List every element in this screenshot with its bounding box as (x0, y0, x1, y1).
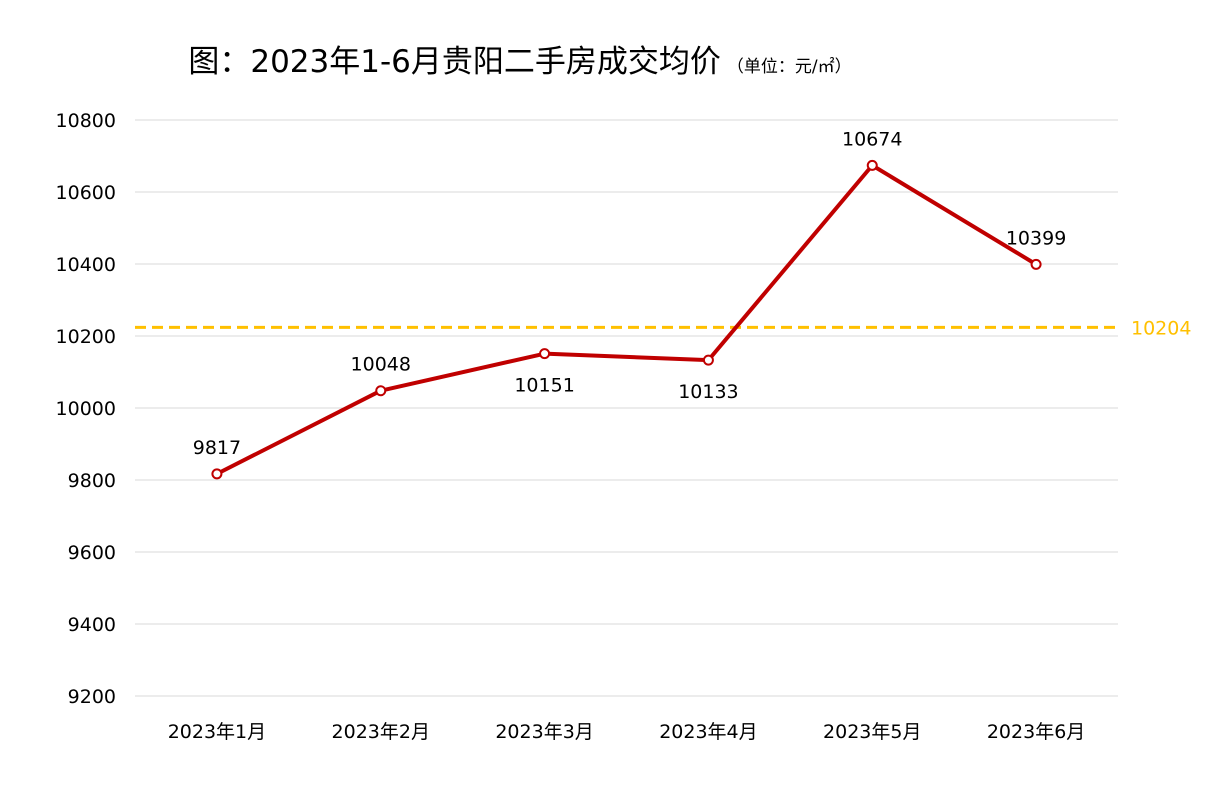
series-layer (211, 159, 1042, 480)
y-tick-label: 9400 (68, 614, 116, 636)
data-point (1030, 258, 1042, 270)
x-tick-label: 2023年1月 (168, 721, 266, 743)
data-label: 10151 (514, 375, 574, 397)
x-tick-label: 2023年4月 (659, 721, 757, 743)
data-point (211, 468, 223, 480)
average-reference-label: 10204 (1131, 317, 1191, 339)
data-label: 10133 (678, 381, 738, 403)
chart-title: 图：2023年1-6月贵阳二手房成交均价 （单位：元/㎡） (188, 44, 851, 80)
data-labels: 9817 10048 10151 10133 10674 10399 (193, 128, 1067, 459)
y-tick-label: 9200 (68, 686, 116, 708)
chart-title-main: 图：2023年1-6月贵阳二手房成交均价 (188, 44, 721, 80)
data-point (539, 348, 551, 360)
y-tick-label: 10400 (56, 254, 116, 276)
chart-unit-subtitle: （单位：元/㎡） (727, 57, 852, 77)
data-point (375, 385, 387, 397)
x-tick-label: 2023年3月 (495, 721, 593, 743)
gridlines (135, 119, 1118, 697)
data-point (702, 354, 714, 366)
data-label: 9817 (193, 437, 241, 459)
average-reference: 10204 (135, 317, 1191, 339)
y-tick-label: 10800 (56, 110, 116, 132)
data-label: 10048 (351, 354, 411, 376)
data-point (866, 159, 878, 171)
y-tick-label: 10000 (56, 398, 116, 420)
y-tick-label: 10600 (56, 182, 116, 204)
x-tick-label: 2023年6月 (987, 721, 1085, 743)
y-tick-label: 10200 (56, 326, 116, 348)
x-tick-label: 2023年5月 (823, 721, 921, 743)
y-tick-label: 9800 (68, 470, 116, 492)
x-tick-label: 2023年2月 (332, 721, 430, 743)
y-tick-label: 9600 (68, 542, 116, 564)
data-label: 10399 (1006, 227, 1066, 249)
y-axis-tick-labels: 9200 9400 9600 9800 10000 10200 10400 10600 1080… (56, 110, 116, 708)
x-axis-tick-labels: 2023年1月 2023年2月 2023年3月 2023年4月 2023年5月 2023年… (168, 721, 1086, 743)
data-label: 10674 (842, 128, 902, 150)
series-line (216, 163, 1038, 476)
